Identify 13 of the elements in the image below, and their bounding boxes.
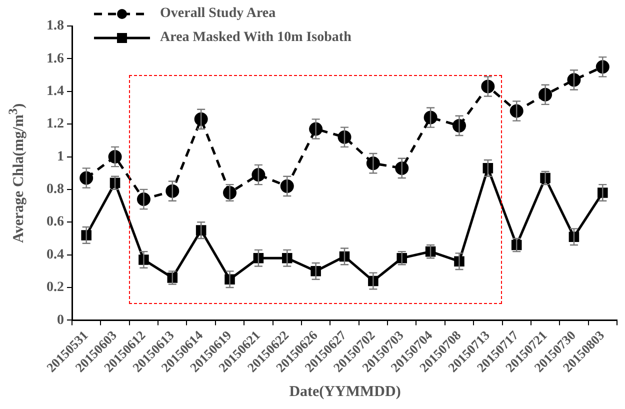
y-tick-label: 1.4 [46,84,64,99]
y-tick-label: 1 [57,149,64,164]
y-tick-label: 1.8 [46,18,64,34]
y-tick-label: 0.8 [46,182,64,198]
legend-label: Area Masked With 10m Isobath [160,30,352,46]
y-tick-label: 0.6 [46,214,64,230]
x-axis-title: Date(YYMMDD) [288,384,402,401]
y-tick-label: 0 [57,312,64,328]
y-tick-label: 1.6 [46,51,64,66]
y-tick-label: 0.4 [46,247,64,262]
y-tick-label: 1.2 [46,116,64,132]
legend-label: Overall Study Area [160,6,276,22]
y-tick-label: 0.2 [46,280,64,296]
